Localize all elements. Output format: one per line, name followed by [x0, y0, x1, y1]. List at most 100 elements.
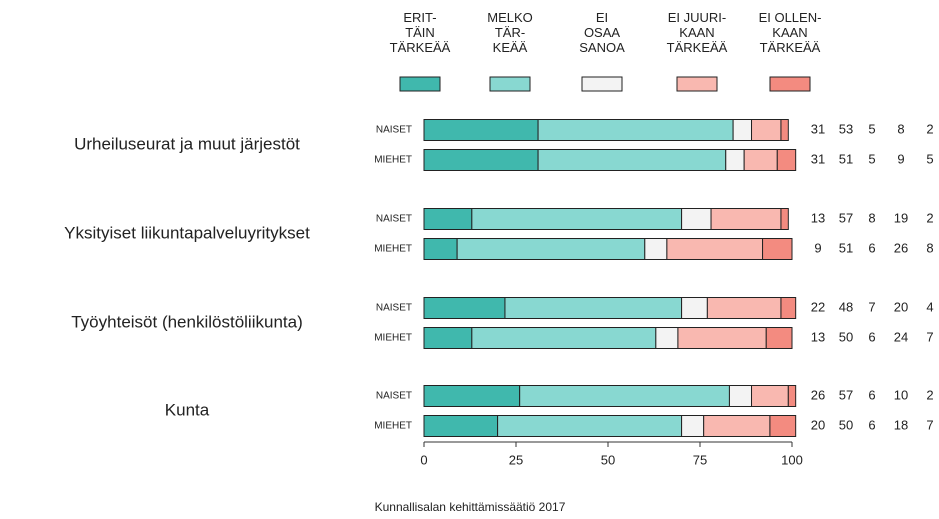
value-label: 6	[868, 240, 875, 255]
value-label: 24	[894, 329, 908, 344]
bar-segment	[710, 208, 782, 230]
row-label: NAISET	[376, 214, 412, 225]
value-label: 8	[897, 121, 904, 136]
value-label: 6	[868, 329, 875, 344]
value-label: 2	[926, 387, 933, 402]
x-tick-label: 25	[509, 452, 523, 467]
x-tick-label: 50	[601, 452, 615, 467]
bar-segment	[644, 238, 668, 260]
legend-label: MELKO TÄR- KEÄÄ	[487, 10, 533, 55]
value-label: 10	[894, 387, 908, 402]
value-label: 5	[868, 121, 875, 136]
value-label: 13	[811, 329, 825, 344]
legend-swatch	[399, 76, 441, 92]
value-label: 19	[894, 210, 908, 225]
bar-segment	[471, 208, 683, 230]
value-label: 50	[839, 417, 853, 432]
value-label: 5	[868, 151, 875, 166]
value-label: 31	[811, 121, 825, 136]
row-label: MIEHET	[374, 333, 412, 344]
bar-segment	[681, 297, 708, 319]
bar-segment	[762, 238, 793, 260]
bar-segment	[681, 415, 705, 437]
value-label: 26	[811, 387, 825, 402]
group-label: Urheiluseurat ja muut järjestöt	[74, 134, 300, 153]
value-label: 7	[926, 329, 933, 344]
group-label: Työyhteisöt (henkilöstöliikunta)	[71, 312, 303, 331]
x-tick-label: 100	[781, 452, 803, 467]
value-label: 53	[839, 121, 853, 136]
bar-segment	[423, 238, 458, 260]
value-label: 20	[811, 417, 825, 432]
bar-segment	[725, 149, 745, 171]
row-label: NAISET	[376, 391, 412, 402]
bar-segment	[780, 208, 789, 230]
value-label: 5	[926, 151, 933, 166]
value-label: 22	[811, 299, 825, 314]
value-label: 8	[868, 210, 875, 225]
value-label: 18	[894, 417, 908, 432]
bar-segment	[780, 297, 797, 319]
bar-segment	[471, 327, 657, 349]
value-label: 57	[839, 387, 853, 402]
bar-segment	[743, 149, 778, 171]
bar-segment	[655, 327, 679, 349]
row-label: MIEHET	[374, 421, 412, 432]
legend-swatch	[769, 76, 811, 92]
value-label: 31	[811, 151, 825, 166]
value-label: 20	[894, 299, 908, 314]
value-label: 7	[868, 299, 875, 314]
legend-swatch	[676, 76, 718, 92]
value-label: 48	[839, 299, 853, 314]
value-label: 57	[839, 210, 853, 225]
bar-segment	[423, 119, 539, 141]
bar-segment	[751, 119, 782, 141]
bar-segment	[423, 297, 506, 319]
value-label: 6	[868, 417, 875, 432]
bar-segment	[504, 297, 683, 319]
value-label: 4	[926, 299, 933, 314]
bar-segment	[423, 208, 473, 230]
group-label: Kunta	[165, 400, 210, 419]
bar-segment	[456, 238, 646, 260]
bar-segment	[423, 327, 473, 349]
legend-swatch	[489, 76, 531, 92]
value-label: 50	[839, 329, 853, 344]
value-label: 13	[811, 210, 825, 225]
legend-label: EI JUURI- KAAN TÄRKEÄÄ	[666, 10, 728, 55]
value-label: 2	[926, 210, 933, 225]
bar-segment	[780, 119, 789, 141]
value-label: 9	[897, 151, 904, 166]
value-label: 51	[839, 240, 853, 255]
bar-segment	[751, 385, 789, 407]
x-tick-label: 0	[420, 452, 427, 467]
bar-segment	[497, 415, 683, 437]
bar-segment	[732, 119, 753, 141]
bar-segment	[706, 297, 782, 319]
legend-label: ERIT- TÄIN TÄRKEÄÄ	[389, 10, 451, 55]
row-label: NAISET	[376, 125, 412, 136]
value-label: 2	[926, 121, 933, 136]
bar-segment	[423, 415, 499, 437]
row-label: MIEHET	[374, 155, 412, 166]
legend-swatch	[581, 76, 623, 92]
bar-segment	[537, 149, 727, 171]
bar-segment	[666, 238, 764, 260]
group-label: Yksityiset liikuntapalveluyritykset	[64, 223, 310, 242]
value-label: 6	[868, 387, 875, 402]
value-label: 7	[926, 417, 933, 432]
bar-segment	[423, 385, 521, 407]
value-label: 8	[926, 240, 933, 255]
legend-label: EI OLLEN- KAAN TÄRKEÄÄ	[758, 10, 822, 55]
value-label: 26	[894, 240, 908, 255]
bar-segment	[728, 385, 753, 407]
bar-segment	[423, 149, 539, 171]
bar-segment	[765, 327, 793, 349]
bar-segment	[769, 415, 797, 437]
legend-label: EI OSAA SANOA	[579, 10, 625, 55]
value-label: 51	[839, 151, 853, 166]
bar-segment	[776, 149, 797, 171]
bar-segment	[703, 415, 771, 437]
row-label: MIEHET	[374, 244, 412, 255]
